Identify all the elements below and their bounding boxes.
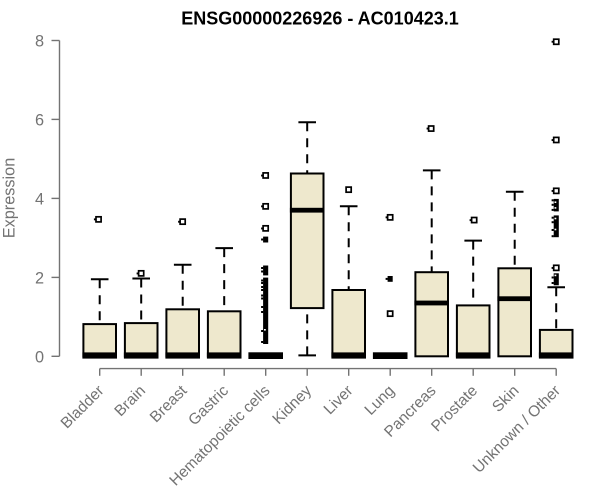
- svg-text:Expression: Expression: [1, 158, 19, 239]
- svg-text:4: 4: [35, 191, 44, 209]
- svg-text:8: 8: [35, 33, 44, 51]
- svg-text:6: 6: [35, 112, 44, 130]
- svg-text:2: 2: [35, 270, 44, 288]
- svg-text:ENSG00000226926 - AC010423.1: ENSG00000226926 - AC010423.1: [181, 9, 459, 29]
- svg-text:0: 0: [35, 348, 44, 366]
